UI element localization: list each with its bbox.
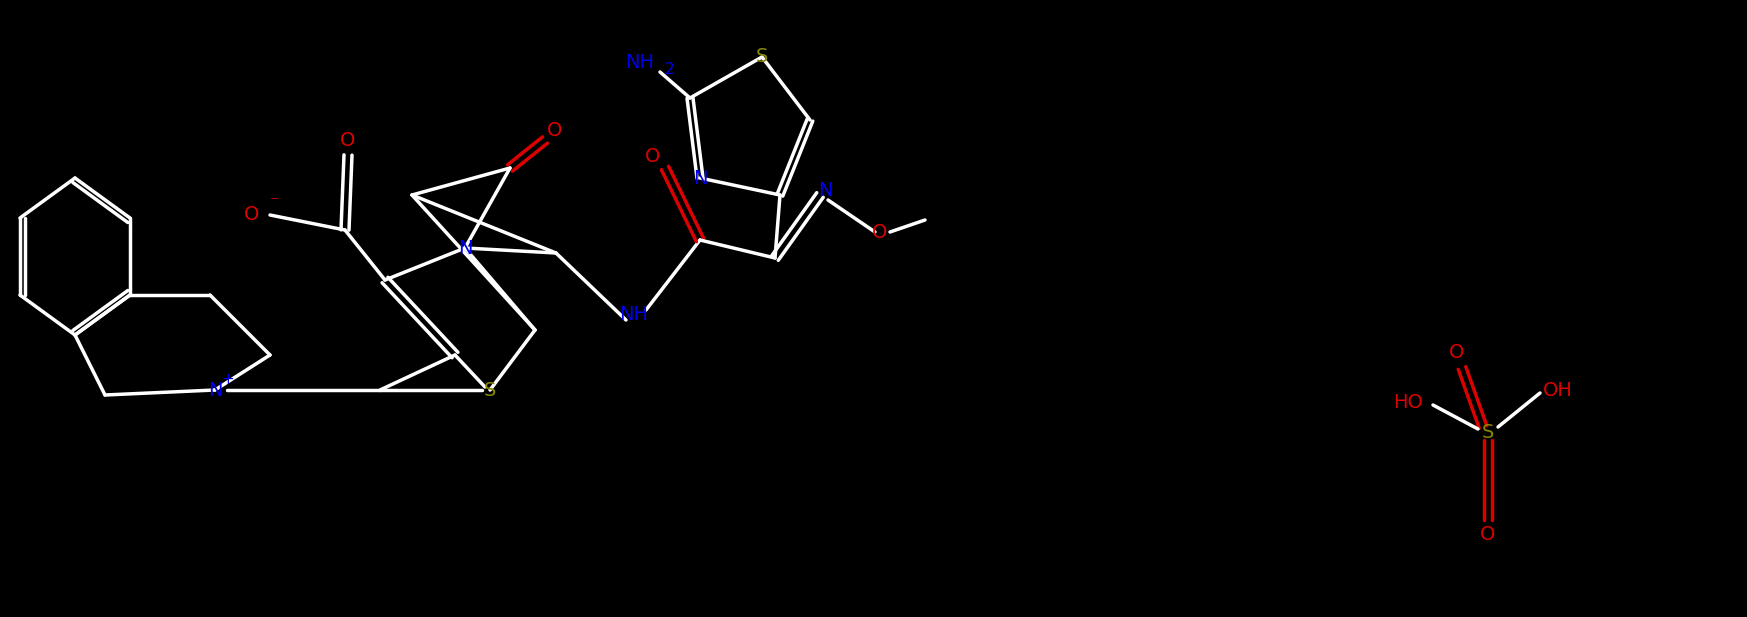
Text: NH: NH bbox=[625, 52, 655, 72]
Text: 2: 2 bbox=[666, 62, 674, 78]
Text: N: N bbox=[208, 381, 222, 399]
Text: N: N bbox=[694, 168, 708, 188]
Text: O: O bbox=[872, 223, 887, 241]
Text: +: + bbox=[222, 373, 234, 387]
Text: S: S bbox=[1481, 423, 1494, 442]
Text: O: O bbox=[341, 131, 356, 149]
Text: S: S bbox=[484, 381, 496, 399]
Text: ⁻: ⁻ bbox=[271, 194, 280, 212]
Text: S: S bbox=[756, 48, 769, 67]
Text: NH: NH bbox=[620, 305, 648, 325]
Text: O: O bbox=[547, 120, 563, 139]
Text: N: N bbox=[458, 239, 472, 257]
Text: O: O bbox=[245, 205, 260, 225]
Text: HO: HO bbox=[1392, 392, 1424, 412]
Text: O: O bbox=[645, 146, 660, 165]
Text: OH: OH bbox=[1543, 381, 1572, 399]
Text: O: O bbox=[1480, 524, 1495, 544]
Text: N: N bbox=[818, 181, 832, 199]
Text: O: O bbox=[1450, 344, 1464, 363]
